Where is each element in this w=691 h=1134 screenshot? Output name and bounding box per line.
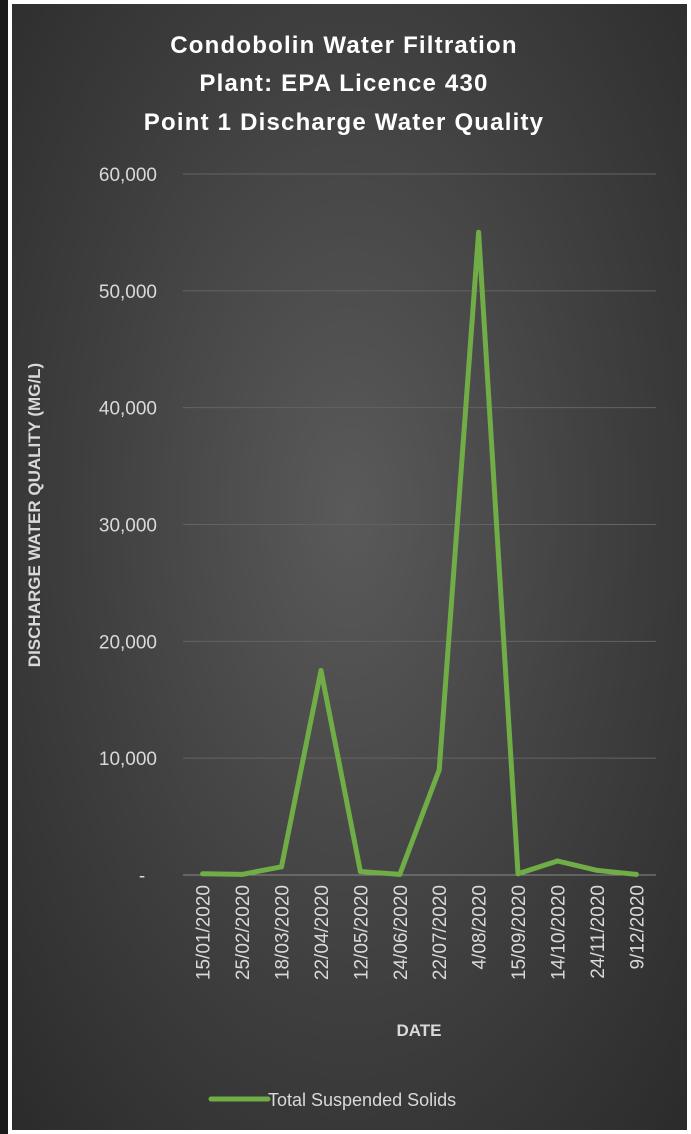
data-point [318, 668, 324, 674]
y-tick-label: 40,000 [99, 399, 157, 420]
x-tick-label: 24/11/2020 [588, 885, 609, 979]
left-border [0, 0, 8, 1134]
data-point [515, 871, 521, 877]
chart-panel [12, 4, 687, 1130]
data-point [200, 871, 206, 877]
x-tick-label: 12/05/2020 [351, 885, 372, 980]
chart-title-line-3: Point 1 Discharge Water Quality [144, 109, 544, 136]
y-tick-label: - [139, 866, 145, 887]
data-point [476, 229, 482, 235]
x-tick-label: 22/07/2020 [430, 885, 451, 980]
x-tick-label: 9/12/2020 [627, 885, 648, 970]
y-axis-ticks: - 10,000 20,000 30,000 40,000 50,000 60,000 [99, 165, 157, 887]
x-axis-title: DATE [396, 1021, 441, 1040]
x-tick-label: 22/04/2020 [312, 885, 333, 980]
gridlines [183, 173, 656, 876]
chart-title: Condobolin Water Filtration Plant: EPA L… [144, 32, 544, 136]
data-point [397, 871, 403, 877]
x-tick-label: 25/02/2020 [233, 885, 254, 980]
legend-label: Total Suspended Solids [268, 1090, 456, 1110]
data-point [279, 864, 285, 870]
x-tick-label: 18/03/2020 [273, 885, 294, 980]
x-tick-label: 14/10/2020 [548, 885, 569, 980]
x-tick-label: 4/08/2020 [470, 885, 491, 970]
y-tick-label: 50,000 [99, 282, 157, 303]
x-tick-label: 15/01/2020 [194, 885, 215, 980]
chart-title-line-2: Plant: EPA Licence 430 [199, 70, 488, 97]
legend: Total Suspended Solids [208, 1090, 456, 1110]
x-axis-ticks: 15/01/2020 25/02/2020 18/03/2020 22/04/2020… [194, 885, 649, 980]
y-tick-label: 20,000 [99, 632, 157, 653]
data-point [436, 767, 442, 773]
x-tick-label: 24/06/2020 [391, 885, 412, 980]
chart-title-line-1: Condobolin Water Filtration [170, 32, 517, 59]
data-point [357, 868, 363, 874]
data-point [239, 871, 245, 877]
y-tick-label: 60,000 [99, 165, 157, 186]
y-axis-title: DISCHARGE WATER QUALITY (MG/L) [25, 363, 44, 667]
y-tick-label: 10,000 [99, 749, 157, 770]
data-point [633, 871, 639, 877]
data-point [594, 867, 600, 873]
y-tick-label: 30,000 [99, 516, 157, 537]
data-point [554, 858, 560, 864]
series-line [200, 229, 639, 877]
series-lines [200, 229, 639, 877]
x-tick-label: 15/09/2020 [509, 885, 530, 980]
